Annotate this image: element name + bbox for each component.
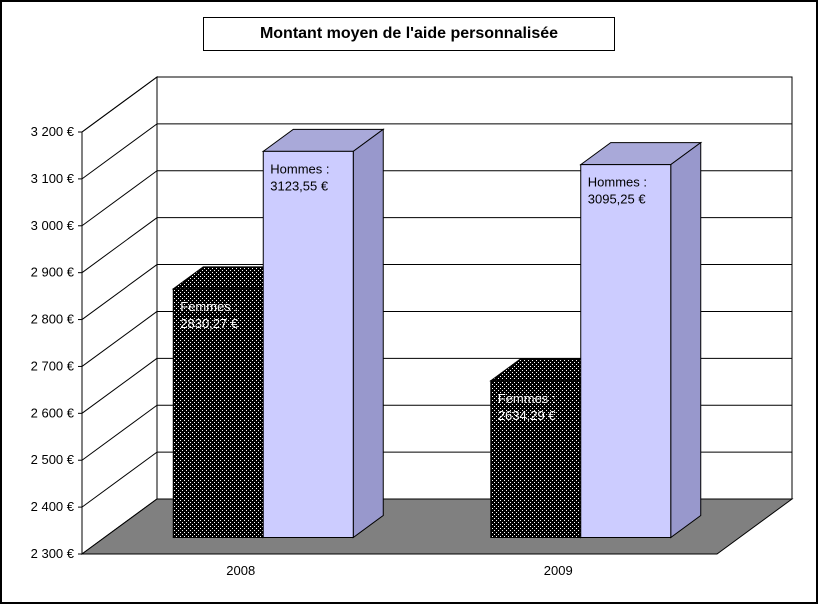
y-axis-label: 3 000 € [31, 218, 75, 233]
gridline-left-wall [81, 357, 158, 414]
bar-side-hommes-2009 [670, 141, 702, 539]
y-axis-label: 2 700 € [31, 358, 75, 373]
bar-data-label-femmes-2008: 2830,27 € [180, 316, 239, 331]
bar-data-label-hommes-2008: Hommes : [270, 161, 329, 176]
left-wall [81, 76, 158, 555]
y-axis-label: 3 200 € [31, 124, 75, 139]
bar-front-hommes-2009 [580, 164, 672, 538]
x-axis-label-2008: 2008 [226, 563, 255, 578]
gridline-left-wall [81, 170, 158, 227]
gridline-left-wall [81, 451, 158, 508]
bar-data-label-hommes-2009: 3095,25 € [588, 192, 647, 207]
y-axis-label: 3 100 € [31, 171, 75, 186]
bar-front-hommes-2008 [262, 150, 354, 538]
bar-data-label-hommes-2009: Hommes : [588, 175, 647, 190]
bar-data-label-femmes-2008: Femmes : [180, 299, 238, 314]
bar-front-femmes-2009 [490, 380, 582, 538]
gridline-left-wall [81, 311, 158, 367]
gridline-left-wall [81, 404, 158, 461]
y-axis-label: 2 800 € [31, 312, 75, 327]
gridline-left-wall [81, 264, 158, 320]
y-axis-label: 2 600 € [31, 405, 75, 420]
bar-data-label-hommes-2008: 3123,55 € [270, 178, 329, 193]
y-axis-label: 2 400 € [31, 499, 75, 514]
chart-title: Montant moyen de l'aide personnalisée [203, 17, 615, 51]
y-axis-label: 2 300 € [31, 546, 75, 561]
gridline-left-wall [81, 217, 158, 274]
y-axis-label: 2 500 € [31, 452, 75, 467]
y-axis-label: 2 900 € [31, 265, 75, 280]
bar-side-hommes-2008 [352, 128, 384, 539]
gridline-left-wall [81, 123, 158, 180]
x-axis-label-2009: 2009 [544, 563, 573, 578]
bar-data-label-femmes-2009: Femmes : [498, 391, 556, 406]
gridline-left-wall [81, 76, 158, 133]
bar-data-label-femmes-2009: 2634,29 € [498, 408, 557, 423]
